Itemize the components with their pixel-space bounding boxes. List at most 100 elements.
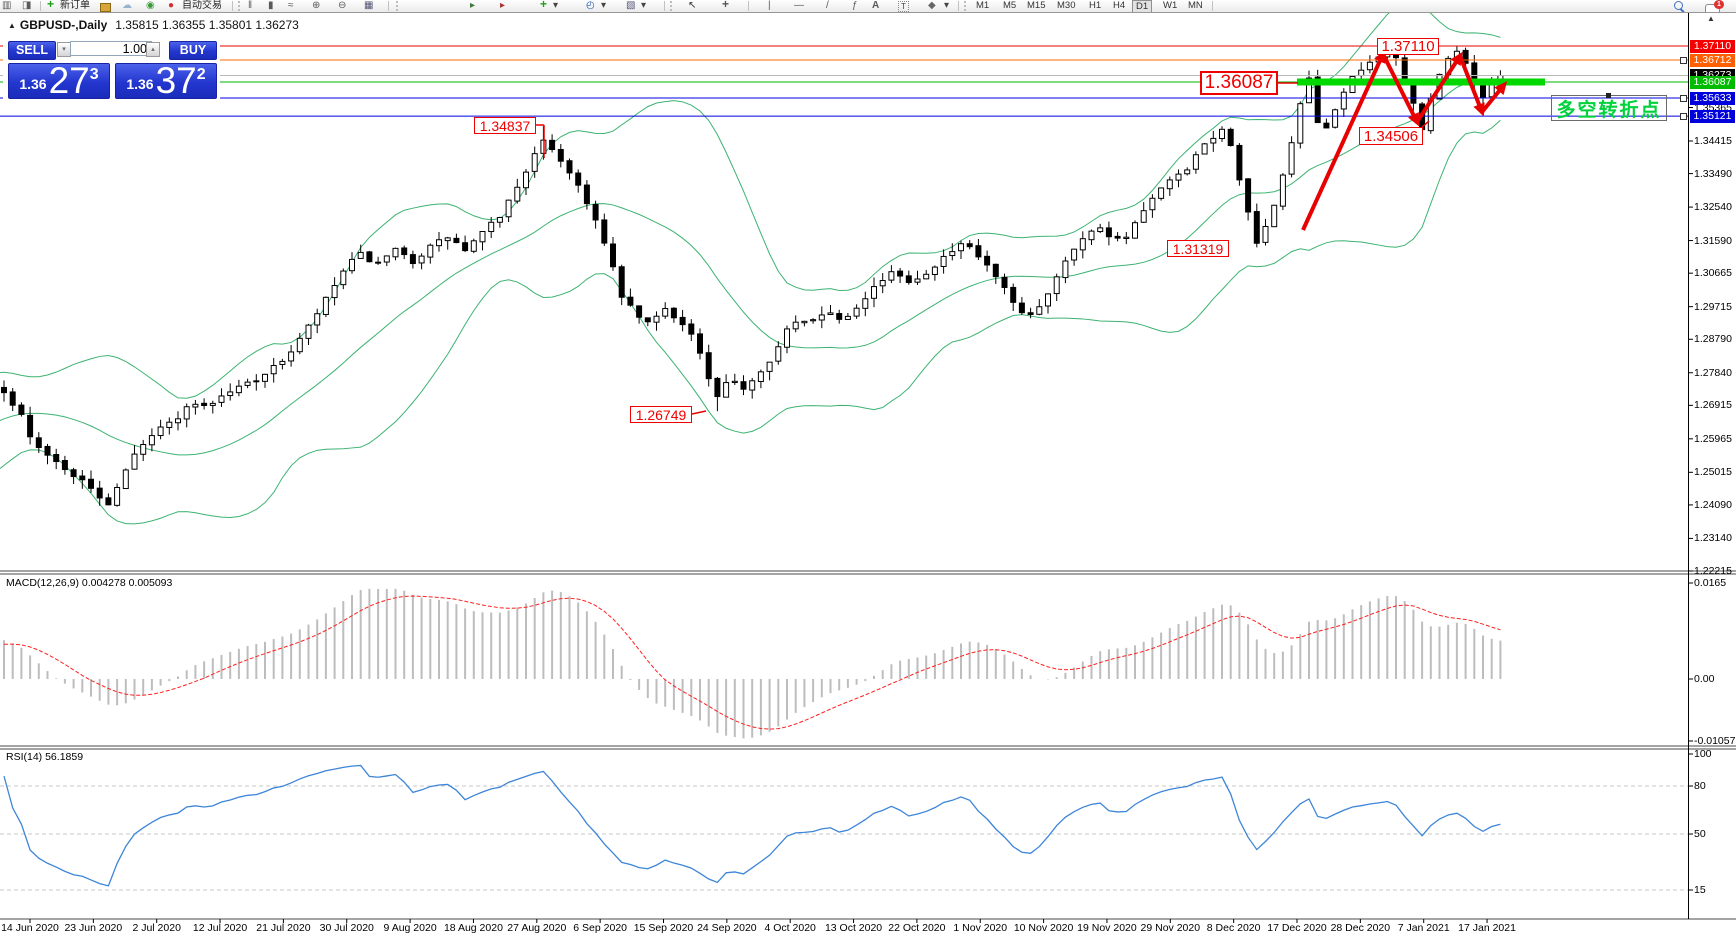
candle-chart-icon[interactable]: ▮ [268, 0, 274, 11]
periods-icon[interactable]: ◴ [586, 0, 595, 11]
search-icon[interactable] [1674, 1, 1686, 12]
fibonacci-icon[interactable]: ƒ [852, 0, 858, 11]
candle-body [1027, 312, 1034, 316]
templates-dropdown-icon[interactable]: ▾ [641, 0, 647, 11]
market-icon[interactable] [100, 3, 111, 12]
templates-icon[interactable]: ▧ [626, 0, 636, 11]
buy-price-button[interactable]: 1.36 37 2 [115, 60, 217, 101]
volume-decrease-button[interactable]: ▾ [57, 42, 71, 57]
buy-price-big: 37 [155, 60, 197, 101]
collapse-icon[interactable]: ▲ [8, 21, 16, 30]
candle-body [523, 171, 529, 189]
price-annotation-1.34506[interactable]: 1.34506 [1359, 127, 1423, 145]
price-annotation-1.36087[interactable]: 1.36087 [1200, 71, 1278, 95]
zoom-in-icon[interactable]: ⊕ [312, 0, 321, 11]
profiles-icon[interactable]: ◨ [22, 0, 32, 11]
arrows-icon[interactable]: ◆ [928, 0, 936, 11]
price-axis-label: 1.31590 [1694, 234, 1732, 247]
price-annotation-1.31319[interactable]: 1.31319 [1167, 240, 1229, 257]
price-annotation-1.34837[interactable]: 1.34837 [474, 117, 536, 134]
selection-handle[interactable] [1606, 93, 1611, 98]
tab-timeframe-h4[interactable]: H4 [1113, 0, 1126, 11]
candle-body [296, 337, 303, 353]
vline-icon[interactable]: | [768, 0, 771, 11]
candle-body [375, 261, 382, 264]
line-drag-handle[interactable] [1680, 113, 1687, 121]
candle-body [975, 245, 982, 258]
volume-increase-button[interactable]: ▴ [146, 42, 160, 57]
tab-timeframe-m1[interactable]: M1 [976, 0, 990, 11]
candle-body [583, 184, 590, 205]
price-annotation-1.37110[interactable]: 1.37110 [1377, 38, 1439, 55]
tab-timeframe-w1[interactable]: W1 [1163, 0, 1178, 11]
new-order-label[interactable]: 新订单 [60, 0, 90, 11]
hline-icon[interactable]: — [794, 0, 804, 11]
candle-body [1271, 204, 1278, 228]
signals-icon[interactable]: ◉ [146, 0, 155, 11]
candle-body [392, 247, 399, 258]
autotrade-icon[interactable]: ● [168, 0, 175, 11]
new-chart-icon[interactable]: ▥ [2, 0, 12, 11]
arrows-dropdown-icon[interactable]: ▾ [944, 0, 950, 11]
buy-button[interactable]: BUY [169, 41, 217, 60]
line-drag-handle[interactable] [1680, 95, 1687, 103]
periods-dropdown-icon[interactable]: ▾ [601, 0, 607, 11]
price-annotation-1.26749[interactable]: 1.26749 [630, 406, 692, 423]
trendline-icon[interactable]: / [826, 0, 829, 11]
tab-timeframe-m15[interactable]: M15 [1027, 0, 1046, 11]
text-icon[interactable]: A [872, 0, 880, 11]
sell-button[interactable]: SELL [8, 41, 56, 60]
line-drag-handle[interactable] [1680, 57, 1687, 65]
candle-body [409, 254, 416, 265]
zoom-out-icon[interactable]: ⊖ [338, 0, 347, 11]
candle-body [496, 216, 503, 223]
cursor-icon[interactable]: ↖ [688, 0, 697, 11]
price-axis-label: 1.23140 [1694, 532, 1732, 545]
indicators-dropdown-icon[interactable]: ▾ [553, 0, 559, 11]
candle-body [227, 391, 234, 397]
candle-body [1175, 173, 1182, 181]
tab-timeframe-h1[interactable]: H1 [1089, 0, 1102, 11]
chat-icon[interactable]: 1 [1705, 0, 1727, 12]
candle-body [175, 418, 181, 424]
candle-body [1036, 306, 1043, 315]
candle-body [810, 319, 817, 322]
candle-body [1340, 91, 1347, 110]
chart-shift-icon[interactable]: ▸ [500, 0, 506, 11]
date-axis-label: 10 Nov 2020 [1013, 922, 1074, 934]
toolbar-grip [964, 1, 966, 11]
tab-timeframe-m5[interactable]: M5 [1003, 0, 1017, 11]
volume-input[interactable] [70, 41, 152, 56]
price-axis-label: 1.30665 [1694, 267, 1732, 280]
line-chart-icon[interactable]: ≈ [288, 0, 294, 11]
crosshair-icon[interactable]: + [722, 0, 730, 11]
scroll-marker-icon[interactable]: ▲ [1707, 14, 1715, 23]
tab-timeframe-mn[interactable]: MN [1188, 0, 1203, 11]
cloud-icon[interactable]: ☁ [122, 0, 132, 11]
sell-price-button[interactable]: 1.36 27 3 [8, 62, 110, 99]
tab-timeframe-m30[interactable]: M30 [1057, 0, 1076, 11]
new-order-icon[interactable]: + [47, 0, 55, 11]
price-axis-label: 1.33490 [1694, 167, 1732, 180]
candle-body [549, 139, 556, 150]
arrowhead [1473, 102, 1485, 117]
tile-windows-icon[interactable]: ▦ [364, 0, 374, 11]
date-axis-label: 30 Jul 2020 [319, 922, 374, 934]
candle-body [166, 421, 173, 428]
toolbar-separator [232, 1, 233, 11]
date-axis-label: 17 Dec 2020 [1267, 922, 1327, 934]
bar-chart-icon[interactable]: ‖ [248, 0, 253, 11]
candle-body [714, 377, 721, 398]
price-axis-label: 1.34415 [1694, 134, 1732, 147]
autotrade-label[interactable]: 自动交易 [182, 0, 222, 11]
candle-body [958, 243, 964, 252]
tab-timeframe-d1[interactable]: D1 [1132, 0, 1153, 12]
indicators-icon[interactable]: + [540, 0, 548, 11]
autoscroll-icon[interactable]: ▸ [470, 0, 476, 11]
candle-body [79, 475, 86, 481]
text-label-icon[interactable]: T [898, 1, 909, 12]
annotation-note[interactable]: 多空转折点 [1551, 93, 1667, 121]
